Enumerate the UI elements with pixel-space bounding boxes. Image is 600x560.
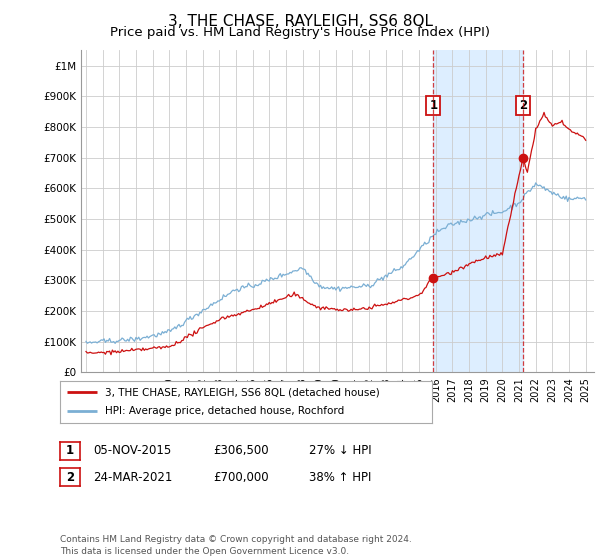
Text: 1: 1	[429, 99, 437, 112]
Text: 3, THE CHASE, RAYLEIGH, SS6 8QL (detached house): 3, THE CHASE, RAYLEIGH, SS6 8QL (detache…	[104, 387, 379, 397]
Text: 27% ↓ HPI: 27% ↓ HPI	[309, 444, 371, 458]
Text: 38% ↑ HPI: 38% ↑ HPI	[309, 470, 371, 484]
Text: 05-NOV-2015: 05-NOV-2015	[93, 444, 171, 458]
Text: Price paid vs. HM Land Registry's House Price Index (HPI): Price paid vs. HM Land Registry's House …	[110, 26, 490, 39]
Bar	[433, 50, 523, 372]
Text: 1: 1	[66, 444, 74, 458]
Text: 24-MAR-2021: 24-MAR-2021	[93, 470, 172, 484]
Text: 2: 2	[519, 99, 527, 112]
Text: £700,000: £700,000	[213, 470, 269, 484]
Text: HPI: Average price, detached house, Rochford: HPI: Average price, detached house, Roch…	[104, 407, 344, 417]
Text: 2: 2	[66, 470, 74, 484]
Text: 3, THE CHASE, RAYLEIGH, SS6 8QL: 3, THE CHASE, RAYLEIGH, SS6 8QL	[167, 14, 433, 29]
Text: Contains HM Land Registry data © Crown copyright and database right 2024.
This d: Contains HM Land Registry data © Crown c…	[60, 535, 412, 556]
Text: £306,500: £306,500	[213, 444, 269, 458]
